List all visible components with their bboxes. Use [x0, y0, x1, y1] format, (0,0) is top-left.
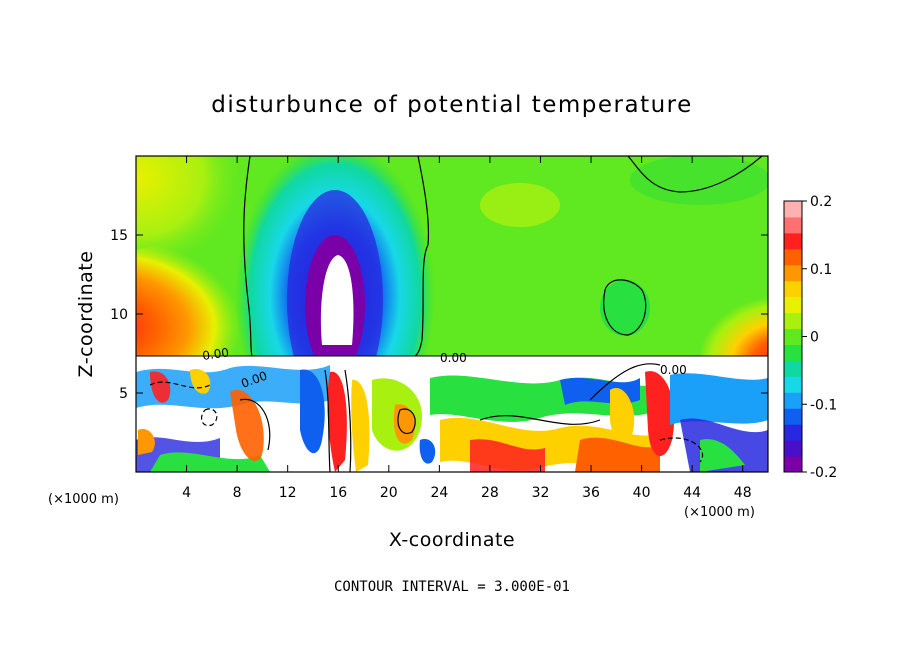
x-unit-left: (×1000 m) — [48, 492, 119, 507]
colorbar-swatch — [784, 376, 802, 393]
y-axis-title: Z-coordinate — [75, 251, 97, 378]
colorbar-swatch — [784, 312, 802, 330]
colorbar-swatch — [784, 248, 802, 266]
contour-lines — [149, 156, 763, 472]
colorbar-label: 0.2 — [810, 194, 832, 210]
colorbar-swatch — [784, 424, 802, 441]
colorbar-label: 0 — [810, 330, 819, 346]
green-patch-topright — [630, 156, 768, 205]
contour-lower-5 — [589, 363, 661, 401]
colorbar-swatch — [784, 392, 802, 409]
yellow-patch-topcenter — [480, 183, 560, 227]
contour-topright — [627, 156, 763, 193]
contour-lower-4 — [397, 408, 416, 434]
contour-label-2: 0.00 — [440, 351, 467, 365]
green-patch-right — [600, 280, 650, 336]
x-tick-label: 4 — [182, 485, 191, 501]
plot-area: 0.00 0.00 0.00 0.00 — [136, 156, 768, 472]
y-tick-label: 15 — [110, 228, 128, 244]
contour-label-1: 0.00 — [201, 345, 229, 363]
colorbar-label: -0.1 — [810, 397, 837, 413]
colorbar-swatch — [784, 440, 802, 457]
x-tick-label: 24 — [430, 485, 448, 501]
x-unit-right: (×1000 m) — [684, 505, 755, 520]
contour-lower-dash-2 — [659, 437, 704, 463]
y-axis: 5 10 15 — [110, 228, 768, 402]
contour-island — [603, 279, 647, 336]
chart-title: disturbunce of potential temperature — [211, 92, 693, 118]
colorbar-swatch — [784, 408, 802, 425]
x-tick-label: 32 — [532, 485, 550, 501]
colorbar-label: -0.2 — [810, 465, 837, 481]
x-tick-label: 16 — [329, 485, 347, 501]
colorbar-swatch — [784, 264, 802, 282]
contour-left — [243, 156, 253, 357]
y-tick-label: 5 — [119, 386, 128, 402]
contour-interval: CONTOUR INTERVAL = 3.000E-01 — [334, 579, 570, 595]
x-axis: 4 8 12 16 20 24 28 32 36 40 44 48 — [182, 156, 752, 501]
contour-lower-2 — [324, 369, 331, 472]
cold-column-white — [320, 255, 354, 345]
x-axis-title: X-coordinate — [389, 529, 515, 551]
x-tick-label: 8 — [233, 485, 242, 501]
colorbar-swatch — [784, 216, 802, 234]
x-tick-label: 28 — [481, 485, 499, 501]
colorbar-swatch — [784, 280, 802, 298]
contour-lower-1 — [239, 398, 271, 451]
colorbar-swatch — [784, 360, 802, 377]
contour-lower-6 — [479, 415, 601, 425]
colorbar-swatch — [784, 232, 802, 250]
contour-label-4: 0.00 — [660, 363, 687, 377]
colorbar: 0.2 0.1 0 -0.1 -0.2 — [783, 194, 837, 481]
x-tick-label: 36 — [582, 485, 600, 501]
colorbar-swatch — [784, 344, 802, 361]
y-tick-label: 10 — [110, 307, 128, 323]
colorbar-swatch — [784, 201, 802, 218]
colorbar-swatch — [784, 296, 802, 314]
x-tick-label: 48 — [734, 485, 752, 501]
x-tick-label: 20 — [380, 485, 398, 501]
colorbar-label: 0.1 — [810, 262, 832, 278]
contour-lower-dash-1 — [200, 408, 218, 427]
colorbar-swatch — [784, 456, 802, 473]
turbulent-blobs — [136, 365, 768, 472]
x-tick-label: 44 — [683, 485, 701, 501]
colorbar-swatch — [784, 328, 802, 345]
x-tick-label: 12 — [279, 485, 297, 501]
contour-right — [414, 156, 429, 357]
x-tick-label: 40 — [633, 485, 651, 501]
contour-lower-3 — [344, 369, 352, 472]
